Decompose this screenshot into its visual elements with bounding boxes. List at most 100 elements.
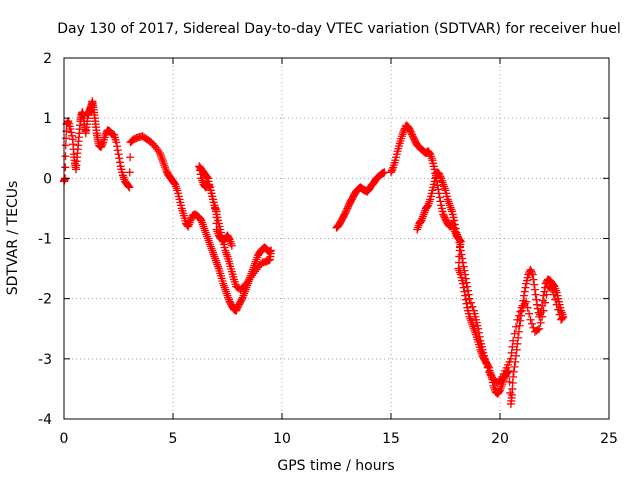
data-point bbox=[552, 300, 561, 309]
data-point bbox=[225, 235, 234, 244]
data-point bbox=[113, 142, 122, 151]
x-axis-label: GPS time / hours bbox=[277, 458, 394, 474]
data-point bbox=[418, 212, 427, 221]
data-point bbox=[158, 157, 167, 166]
data-point bbox=[197, 216, 206, 225]
data-point bbox=[427, 154, 436, 163]
data-point bbox=[451, 224, 460, 233]
data-point bbox=[158, 155, 167, 164]
data-point bbox=[113, 146, 122, 155]
data-point bbox=[526, 315, 535, 324]
data-point bbox=[124, 182, 133, 191]
data-point bbox=[464, 290, 473, 299]
data-point bbox=[460, 266, 469, 275]
data-point bbox=[212, 225, 221, 234]
data-point bbox=[437, 176, 446, 185]
data-point bbox=[529, 323, 538, 332]
data-point bbox=[445, 199, 454, 208]
data-points bbox=[60, 97, 568, 408]
data-point bbox=[435, 193, 444, 202]
data-point bbox=[453, 232, 462, 241]
data-point bbox=[509, 367, 518, 376]
data-point bbox=[169, 178, 178, 187]
data-point bbox=[551, 286, 560, 295]
series-segment-2 bbox=[332, 168, 389, 232]
data-point bbox=[214, 262, 223, 271]
data-point bbox=[470, 326, 479, 335]
data-point bbox=[466, 316, 475, 325]
data-point bbox=[227, 241, 236, 250]
data-point bbox=[98, 139, 107, 148]
data-point bbox=[126, 153, 135, 162]
data-point bbox=[512, 345, 521, 354]
data-point bbox=[185, 218, 194, 227]
data-point bbox=[426, 150, 435, 159]
data-point bbox=[212, 258, 221, 267]
data-point bbox=[434, 185, 443, 194]
data-point bbox=[454, 264, 463, 273]
axis-ticks: 0 5 10 15 20 25 -4 -3 -2 -1 0 1 2 bbox=[38, 51, 618, 447]
data-point bbox=[510, 362, 519, 371]
data-point bbox=[208, 246, 217, 255]
data-point bbox=[246, 273, 255, 282]
data-point bbox=[557, 314, 566, 323]
data-point bbox=[539, 306, 548, 315]
data-point bbox=[545, 283, 554, 292]
data-point bbox=[398, 130, 407, 139]
data-point bbox=[222, 287, 231, 296]
data-point bbox=[198, 220, 207, 229]
data-point bbox=[211, 205, 220, 214]
data-point bbox=[468, 302, 477, 311]
data-point bbox=[157, 153, 166, 162]
data-point bbox=[119, 173, 128, 182]
data-point bbox=[156, 151, 165, 160]
data-point bbox=[464, 286, 473, 295]
data-point bbox=[160, 161, 169, 170]
data-point bbox=[461, 291, 470, 300]
data-point bbox=[399, 128, 408, 137]
data-point bbox=[171, 180, 180, 189]
data-point bbox=[530, 285, 539, 294]
data-point bbox=[461, 295, 470, 304]
data-point bbox=[456, 242, 465, 251]
data-point bbox=[514, 311, 523, 320]
data-point bbox=[446, 203, 455, 212]
data-point bbox=[245, 275, 254, 284]
data-point bbox=[161, 163, 170, 172]
data-point bbox=[459, 262, 468, 271]
data-point bbox=[513, 315, 522, 324]
data-point bbox=[199, 222, 208, 231]
data-point bbox=[239, 291, 248, 300]
data-point bbox=[466, 314, 475, 323]
data-point bbox=[533, 300, 542, 309]
data-point bbox=[426, 152, 435, 161]
data-point bbox=[421, 206, 430, 215]
data-point bbox=[208, 248, 217, 257]
data-point bbox=[172, 184, 181, 193]
data-point bbox=[209, 250, 218, 259]
data-point bbox=[224, 295, 233, 304]
data-point bbox=[223, 291, 232, 300]
data-point bbox=[466, 298, 475, 307]
data-point bbox=[200, 224, 209, 233]
data-point bbox=[419, 210, 428, 219]
data-point bbox=[530, 280, 539, 289]
data-point bbox=[476, 336, 485, 345]
data-point bbox=[528, 270, 537, 279]
data-point bbox=[223, 252, 232, 261]
data-point bbox=[238, 294, 247, 303]
y-tick-label: 1 bbox=[43, 111, 52, 127]
data-point bbox=[195, 214, 204, 223]
data-point bbox=[221, 285, 230, 294]
data-point bbox=[243, 277, 252, 286]
data-point bbox=[227, 239, 236, 248]
data-point bbox=[125, 168, 134, 177]
data-point bbox=[61, 141, 70, 150]
data-point bbox=[549, 290, 558, 299]
data-point bbox=[155, 149, 164, 158]
data-point bbox=[206, 242, 215, 251]
data-point bbox=[123, 181, 132, 190]
data-point bbox=[469, 322, 478, 331]
data-point bbox=[554, 305, 563, 314]
data-point bbox=[226, 237, 235, 246]
